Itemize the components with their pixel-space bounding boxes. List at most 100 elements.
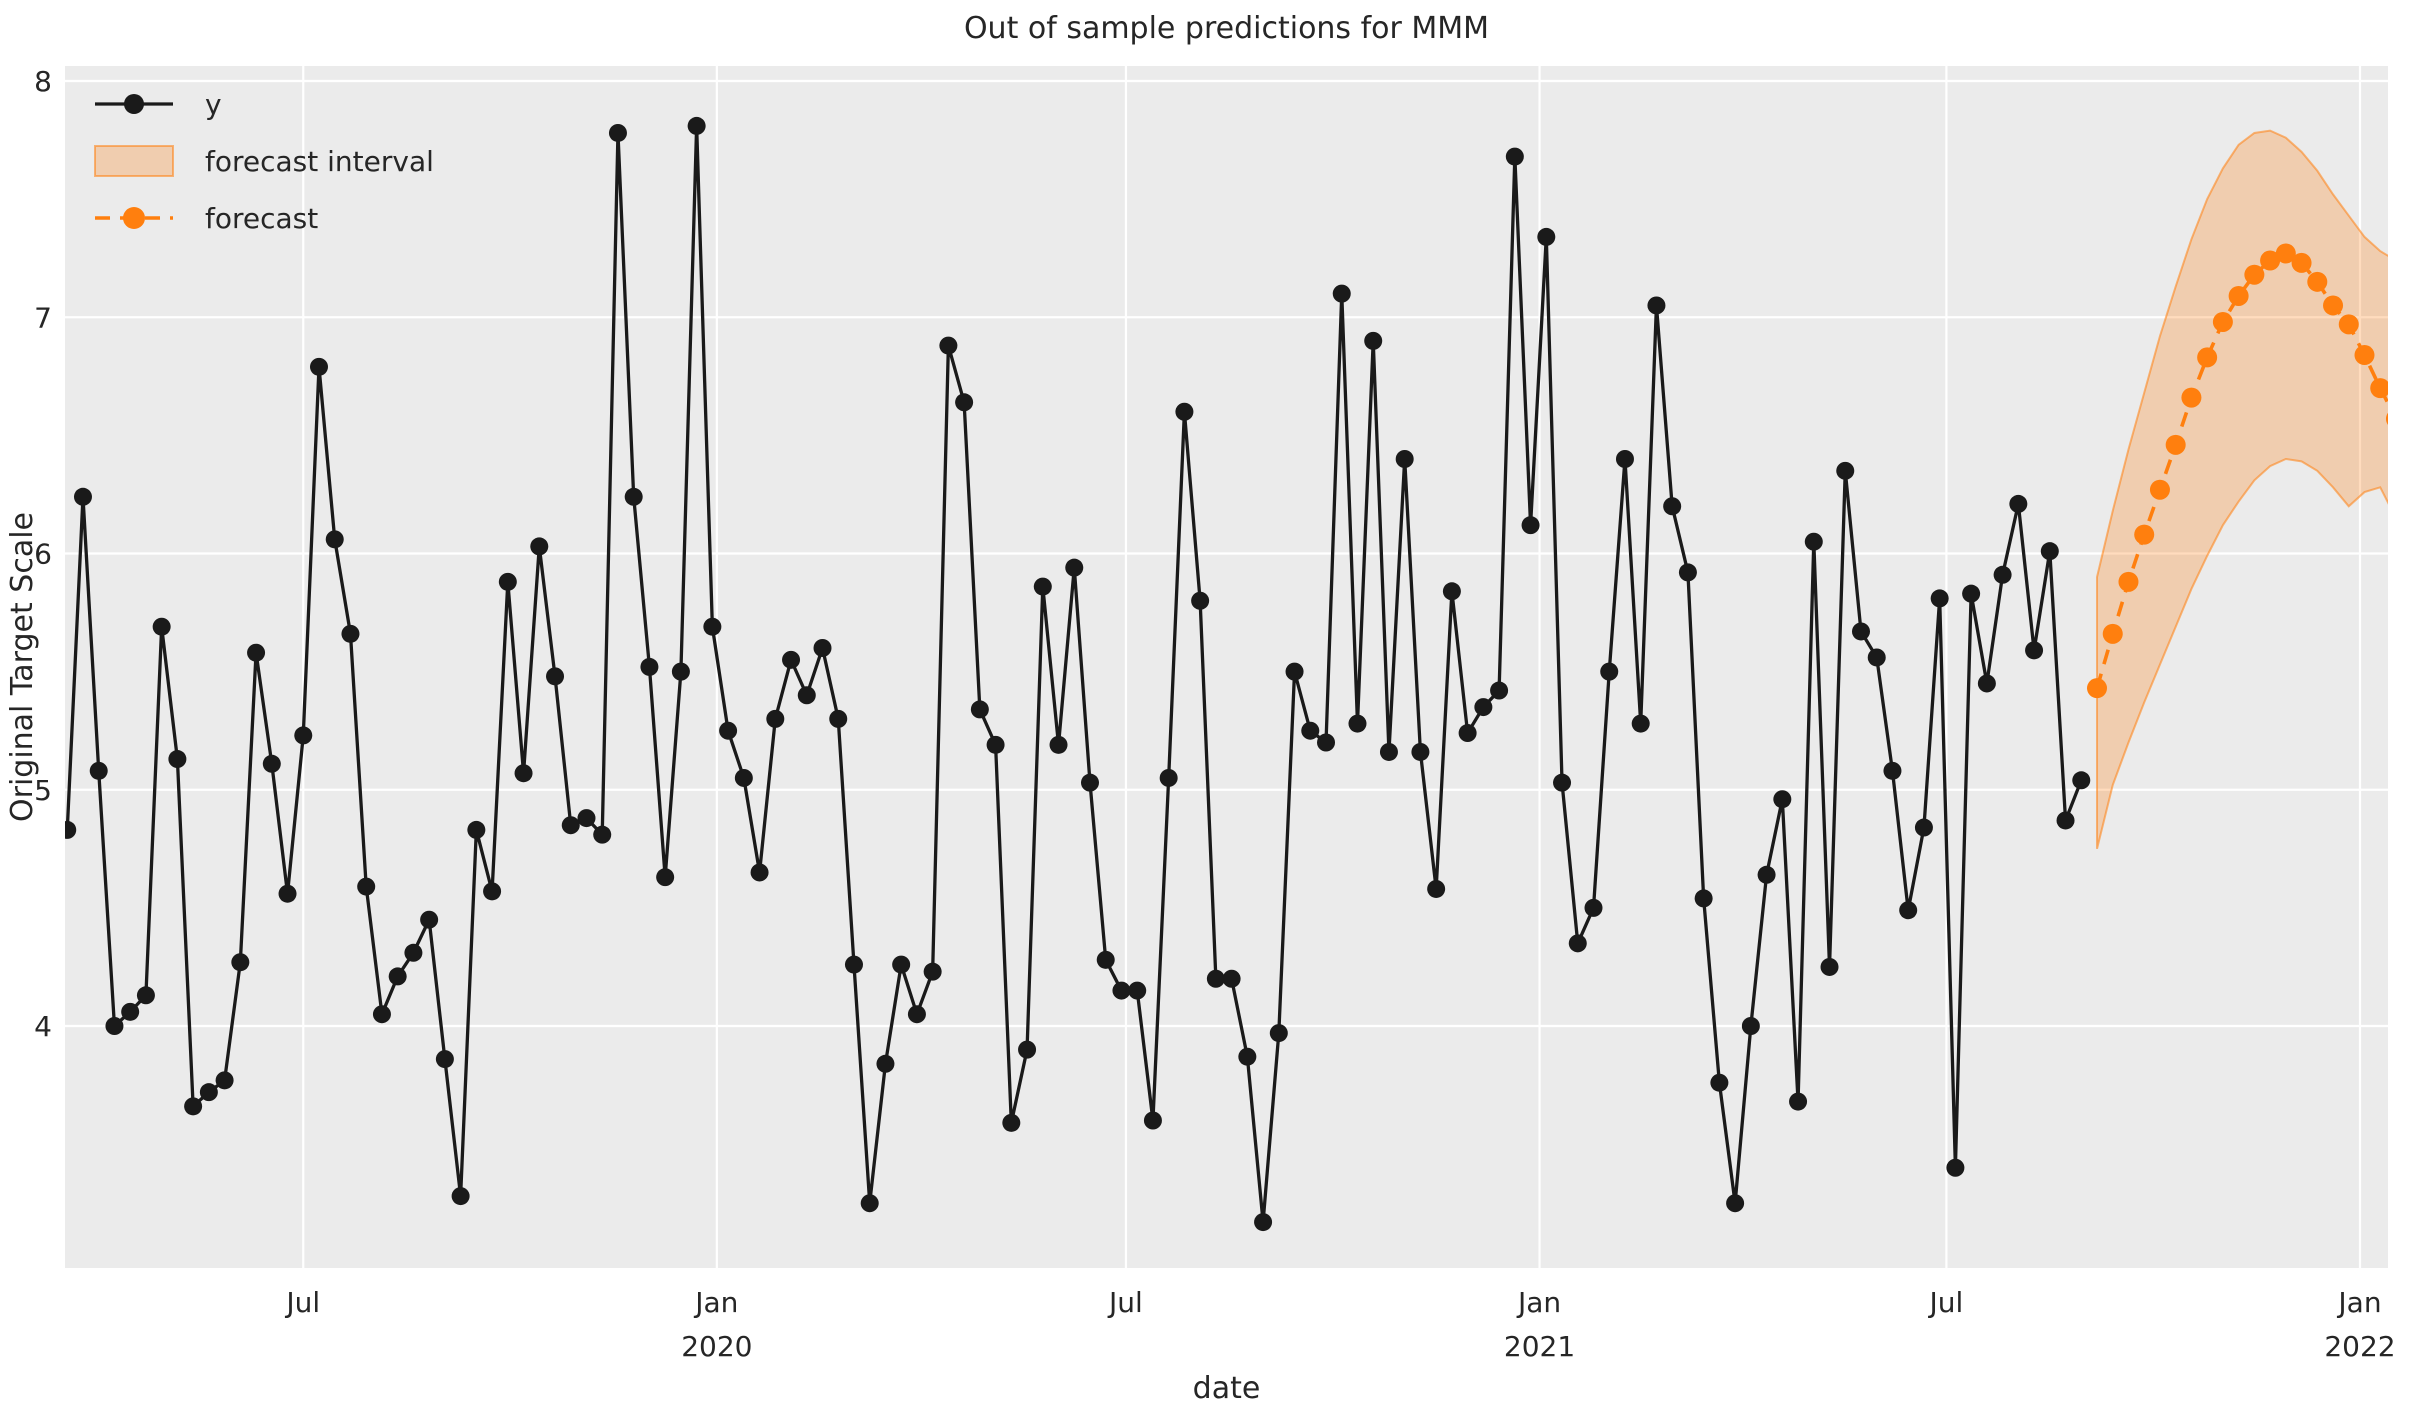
y-data-point (1317, 733, 1336, 752)
y-data-point (152, 617, 171, 636)
y-data-point (1615, 450, 1634, 468)
y-data-point (2040, 542, 2059, 561)
forecast-data-point (2118, 571, 2139, 592)
y-data-point (546, 667, 565, 686)
y-tick-label: 8 (34, 65, 52, 98)
y-data-point (608, 123, 627, 142)
x-tick-label: Jul (284, 1286, 320, 1319)
y-data-point (656, 868, 675, 887)
legend-y-label: y (205, 88, 222, 121)
y-data-point (1993, 565, 2012, 584)
y-data-point (1867, 648, 1886, 667)
y-data-point (420, 910, 439, 929)
legend-y-marker-icon (124, 94, 144, 114)
y-data-point (451, 1187, 470, 1206)
y-data-point (1206, 969, 1225, 988)
y-data-point (782, 650, 801, 669)
y-data-point (1128, 981, 1147, 1000)
y-data-point (1348, 714, 1367, 733)
y-data-point (372, 1005, 391, 1024)
y-tick-label: 6 (34, 538, 52, 571)
forecast-data-point (2212, 311, 2233, 332)
y-data-point (750, 863, 769, 882)
legend-forecast-label: forecast (205, 202, 318, 235)
y-data-point (813, 639, 832, 657)
y-data-point (1631, 714, 1650, 733)
x-tick-label: Jul (1107, 1286, 1143, 1319)
y-data-point (829, 709, 848, 728)
forecast-data-point (2181, 387, 2202, 408)
x-tick-year-label: 2022 (2324, 1330, 2395, 1363)
y-data-point (1002, 1113, 1021, 1132)
y-data-point (341, 624, 360, 643)
y-data-point (247, 643, 266, 662)
y-data-point (923, 962, 942, 981)
y-data-point (986, 735, 1005, 754)
y-data-point (1049, 735, 1068, 754)
y-data-point (1946, 1158, 1965, 1177)
y-data-point (2009, 494, 2028, 513)
y-data-point (1789, 1092, 1808, 1111)
y-data-point (1096, 950, 1115, 969)
y-data-point (2072, 771, 2091, 790)
forecast-line (2095, 251, 2388, 689)
forecast-interval-band (2096, 129, 2388, 850)
y-data-point (1332, 284, 1351, 303)
y-data-point (1490, 681, 1509, 700)
y-data-point (388, 967, 407, 986)
y-data-point (624, 487, 643, 506)
y-data-point (1977, 674, 1996, 693)
y-data-point (1757, 865, 1776, 884)
y-series-markers (65, 116, 2091, 1232)
y-data-point (907, 1005, 926, 1024)
y-data-point (136, 986, 155, 1005)
y-data-point (1364, 331, 1383, 350)
y-data-point (577, 809, 596, 828)
forecast-data-point (2244, 264, 2265, 285)
x-tick-label: Jan (2336, 1286, 2381, 1319)
y-data-point (404, 943, 423, 962)
y-data-point (325, 530, 344, 549)
y-data-point (703, 617, 722, 636)
y-data-point (483, 882, 502, 901)
y-data-point (561, 816, 580, 835)
y-data-point (215, 1071, 234, 1090)
y-data-point (435, 1050, 454, 1069)
forecast-data-point (2307, 271, 2328, 292)
y-data-point (1080, 773, 1099, 792)
y-data-point (734, 768, 753, 787)
legend-forecast-marker-icon (123, 207, 145, 229)
y-data-point (278, 884, 297, 903)
y-data-point (310, 357, 329, 376)
y-data-point (766, 709, 785, 728)
y-data-point (797, 686, 816, 705)
forecast-data-point (2354, 345, 2375, 366)
y-data-point (1065, 558, 1084, 577)
y-data-point (1427, 879, 1446, 898)
x-tick-label: Jan (1516, 1286, 1561, 1319)
x-axis-label: date (1193, 1371, 1261, 1406)
forecast-data-point (2338, 314, 2359, 335)
legend: y forecast interval forecast (94, 88, 434, 235)
y-data-point (1773, 790, 1792, 809)
y-data-point (199, 1083, 218, 1102)
y-data-point (876, 1054, 895, 1073)
y-data-point (498, 572, 517, 591)
y-data-point (89, 761, 108, 780)
y-tick-label: 4 (34, 1010, 52, 1043)
y-data-point (1285, 662, 1304, 681)
x-tick-label: Jul (1928, 1286, 1964, 1319)
y-data-point (1474, 698, 1493, 717)
y-data-point (892, 955, 911, 974)
chart-title: Out of sample predictions for MMM (964, 11, 1489, 46)
y-data-point (860, 1194, 879, 1213)
y-data-point (530, 537, 549, 556)
y-data-point (1710, 1073, 1729, 1092)
y-data-point (168, 750, 187, 769)
forecast-data-point (2370, 378, 2388, 399)
y-data-point (1018, 1040, 1037, 1059)
forecast-data-point (2275, 243, 2296, 264)
y-data-point (1112, 981, 1131, 1000)
